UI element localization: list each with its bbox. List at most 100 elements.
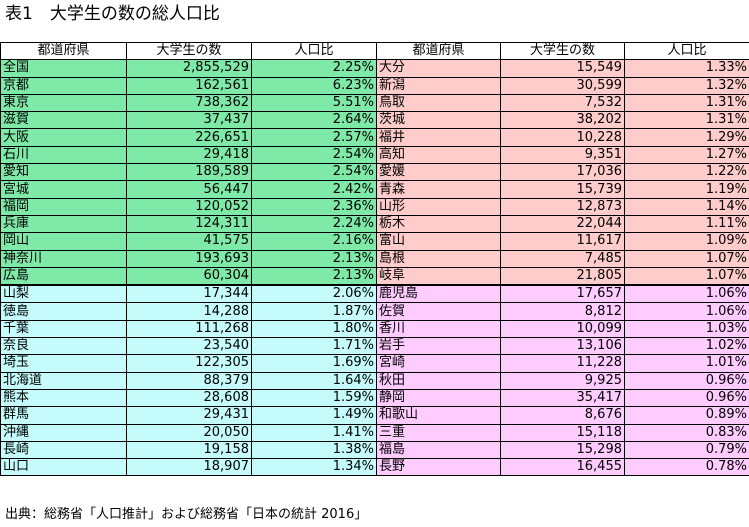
students-cell: 9,925 [500,371,625,390]
prefecture-cell: 和歌山 [376,406,501,425]
table-row: 全国 2,855,529 2.25% 大分 15,549 1.33% [0,59,749,78]
ratio-cell: 0.78% [624,458,749,477]
header-prefecture-right: 都道府県 [376,41,501,61]
ratio-cell: 0.83% [624,423,749,442]
table-row: 熊本 28,608 1.59% 静岡 35,417 0.96% [0,388,749,408]
students-cell: 226,651 [126,128,252,147]
table-row: 滋賀 37,437 2.64% 茨城 38,202 1.31% [0,111,749,130]
students-cell: 2,855,529 [126,59,252,78]
table-row: 徳島 14,288 1.87% 佐賀 8,812 1.06% [0,302,749,321]
prefecture-cell: 山形 [376,197,501,216]
students-cell: 60,304 [126,266,252,286]
students-cell: 17,657 [500,284,625,304]
ratio-cell: 1.38% [251,440,377,460]
ratio-cell: 1.11% [624,214,749,234]
students-cell: 124,311 [126,214,252,234]
table-row: 兵庫 124,311 2.24% 栃木 22,044 1.11% [0,214,749,234]
ratio-cell: 2.13% [251,266,377,286]
ratio-cell: 1.07% [624,249,749,268]
prefecture-cell: 全国 [0,59,127,78]
ratio-cell: 2.36% [251,197,377,216]
ratio-cell: 1.31% [624,93,749,113]
ratio-cell: 1.64% [251,371,377,390]
ratio-cell: 5.51% [251,93,377,113]
students-cell: 37,437 [126,111,252,130]
table-row: 宮城 56,447 2.42% 青森 15,739 1.19% [0,180,749,199]
ratio-cell: 1.06% [624,302,749,321]
ratio-cell: 1.33% [624,59,749,78]
prefecture-cell: 滋賀 [0,111,127,130]
header-ratio-left: 人口比 [251,41,377,61]
ratio-cell: 1.22% [624,163,749,182]
table-row: 神奈川 193,693 2.13% 島根 7,485 1.07% [0,249,749,268]
prefecture-cell: 秋田 [376,371,501,390]
prefecture-cell: 岐阜 [376,266,501,286]
prefecture-cell: 広島 [0,266,127,286]
ratio-cell: 1.06% [624,284,749,304]
table-row: 沖縄 20,050 1.41% 三重 15,118 0.83% [0,423,749,442]
ratio-cell: 1.19% [624,180,749,199]
prefecture-cell: 愛媛 [376,163,501,182]
students-cell: 14,288 [126,302,252,321]
prefecture-cell: 三重 [376,423,501,442]
prefecture-cell: 青森 [376,180,501,199]
ratio-cell: 2.54% [251,145,377,165]
prefecture-cell: 奈良 [0,337,127,356]
prefecture-cell: 宮城 [0,180,127,199]
ratio-cell: 1.14% [624,197,749,216]
ratio-cell: 1.27% [624,145,749,165]
ratio-cell: 2.13% [251,249,377,268]
prefecture-cell: 富山 [376,232,501,251]
students-cell: 23,540 [126,337,252,356]
table-row: 岡山 41,575 2.16% 富山 11,617 1.09% [0,232,749,251]
students-cell: 30,599 [500,76,625,95]
prefecture-cell: 山口 [0,458,127,477]
prefecture-cell: 島根 [376,249,501,268]
students-cell: 17,036 [500,163,625,182]
students-cell: 28,608 [126,388,252,408]
ratio-cell: 2.24% [251,214,377,234]
prefecture-cell: 長野 [376,458,501,477]
ratio-cell: 1.31% [624,111,749,130]
students-cell: 111,268 [126,319,252,339]
ratio-cell: 2.25% [251,59,377,78]
students-cell: 9,351 [500,145,625,165]
students-cell: 7,485 [500,249,625,268]
table-row: 長崎 19,158 1.38% 福島 15,298 0.79% [0,440,749,460]
ratio-cell: 1.07% [624,266,749,286]
students-cell: 15,549 [500,59,625,78]
ratio-cell: 1.41% [251,423,377,442]
students-cell: 7,532 [500,93,625,113]
table-title: 表1 大学生の数の総人口比 [5,4,220,24]
students-cell: 13,106 [500,337,625,356]
ratio-cell: 1.02% [624,337,749,356]
prefecture-cell: 沖縄 [0,423,127,442]
ratio-cell: 1.01% [624,354,749,373]
ratio-cell: 1.59% [251,388,377,408]
prefecture-cell: 大阪 [0,128,127,147]
table-row: 北海道 88,379 1.64% 秋田 9,925 0.96% [0,371,749,390]
header-students-left: 大学生の数 [126,41,252,61]
students-cell: 11,228 [500,354,625,373]
prefecture-cell: 北海道 [0,371,127,390]
table-row: 京都 162,561 6.23% 新潟 30,599 1.32% [0,76,749,95]
table-row: 愛知 189,589 2.54% 愛媛 17,036 1.22% [0,163,749,182]
ratio-cell: 6.23% [251,76,377,95]
ratio-cell: 1.09% [624,232,749,251]
students-cell: 29,418 [126,145,252,165]
prefecture-cell: 岡山 [0,232,127,251]
students-cell: 8,676 [500,406,625,425]
table-row: 山口 18,907 1.34% 長野 16,455 0.78% [0,458,749,477]
students-cell: 19,158 [126,440,252,460]
prefecture-cell: 鳥取 [376,93,501,113]
students-cell: 189,589 [126,163,252,182]
students-cell: 15,118 [500,423,625,442]
prefecture-cell: 茨城 [376,111,501,130]
ratio-cell: 1.49% [251,406,377,425]
students-cell: 120,052 [126,197,252,216]
prefecture-cell: 新潟 [376,76,501,95]
ratio-cell: 0.79% [624,440,749,460]
prefecture-cell: 山梨 [0,284,127,304]
table-row: 群馬 29,431 1.49% 和歌山 8,676 0.89% [0,406,749,425]
students-cell: 11,617 [500,232,625,251]
